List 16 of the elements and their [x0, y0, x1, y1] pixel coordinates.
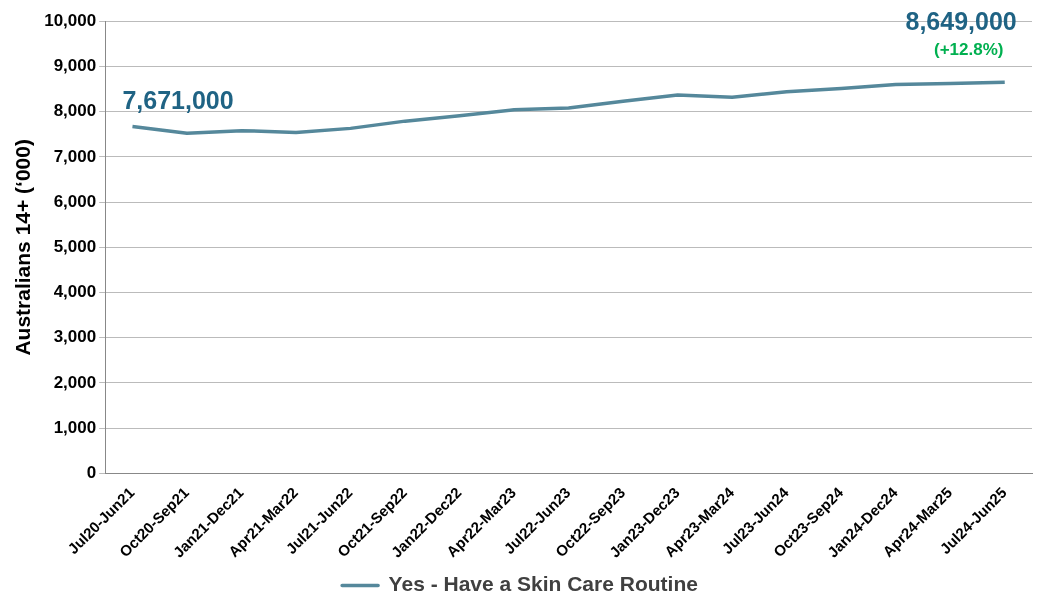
y-tick-label: 9,000	[53, 56, 97, 76]
legend-label: Yes - Have a Skin Care Routine	[388, 572, 698, 596]
y-axis-title: Australians 14+ (‘000)	[11, 139, 35, 356]
y-tick-label: 6,000	[53, 191, 97, 211]
y-tick-label: 10,000	[44, 10, 97, 30]
y-tick-label: 7,000	[53, 146, 97, 166]
y-tick-label: 2,000	[53, 372, 97, 392]
annotation: 7,671,000	[122, 85, 234, 114]
y-tick-label: 5,000	[53, 236, 97, 256]
y-tick-label: 4,000	[53, 282, 97, 302]
annotation: 8,649,000	[905, 7, 1017, 36]
y-tick-label: 1,000	[53, 417, 97, 437]
annotation: (+12.8%)	[934, 40, 1004, 60]
y-tick-label: 8,000	[53, 101, 97, 121]
y-tick-label: 3,000	[53, 327, 97, 347]
y-tick-label: 0	[86, 463, 97, 483]
